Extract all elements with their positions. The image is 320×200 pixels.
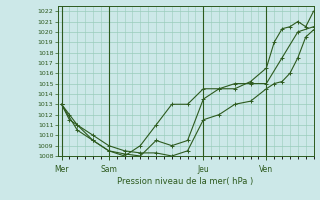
- X-axis label: Pression niveau de la mer( hPa ): Pression niveau de la mer( hPa ): [117, 177, 254, 186]
